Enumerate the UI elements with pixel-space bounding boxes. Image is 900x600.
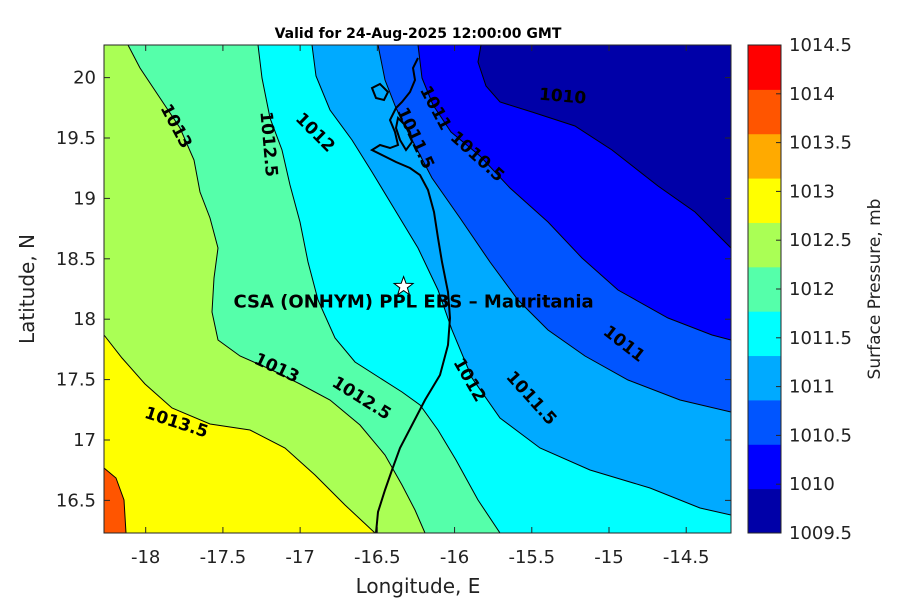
colorbar-swatch [748,89,781,135]
colorbar-swatch [748,266,781,312]
colorbar-swatch [748,355,781,401]
contour-line-1012.5 [127,45,426,533]
colorbar-tick-label: 1012 [789,279,835,300]
y-tick-label: 19 [73,188,96,209]
contour-line-1013.5 [104,467,127,533]
contour-line-1010.5 [417,45,731,341]
x-tick-label: -15 [594,547,623,568]
x-tick-label: -15.5 [508,547,555,568]
colorbar-tick-label: 1014.5 [789,35,852,56]
coastline-border [369,57,452,533]
colorbar-swatch [748,488,781,534]
y-tick-label: 20 [73,68,96,89]
contour-line-1012 [257,45,501,533]
y-axis-label: Latitude, N [15,234,39,344]
colorbar-tick-label: 1011.5 [789,328,852,349]
colorbar-tick-label: 1009.5 [789,523,852,544]
x-tick-label: -16 [440,547,469,568]
coastline [369,57,452,533]
x-tick-label: -17.5 [200,547,247,568]
colorbar-tick-label: 1011 [789,377,835,398]
y-tick-label: 17.5 [56,370,96,391]
y-tick-label: 19.5 [56,128,96,149]
figure-title: Valid for 24-Aug-2025 12:00:00 GMT [275,26,562,42]
y-tick-label: 18 [73,309,96,330]
x-tick-label: -17 [285,547,314,568]
y-tick-label: 17 [73,430,96,451]
x-axis-ticks: -18 -17.5 -17 -16.5 -16 -15.5 -15 -14.5 [131,45,710,568]
colorbar-tick-label: 1014 [789,84,835,105]
colorbar-swatch [748,222,781,268]
band-1012.5-1013 [104,45,425,533]
coastline-inlet [370,82,390,102]
x-axis-label: Longitude, E [356,574,481,598]
colorbar-tick-label: 1013 [789,181,835,202]
colorbar-swatch [748,311,781,357]
y-tick-label: 16.5 [56,490,96,511]
plot-frame [103,44,732,534]
pressure-contour-fills [104,45,731,533]
colorbar-tick-label: 1010 [789,474,835,495]
colorbar-swatch [748,133,781,179]
contour-line-1011.5 [311,45,731,516]
x-tick-label: -18 [131,547,160,568]
x-tick-label: -16.5 [354,547,401,568]
colorbar-swatch [748,178,781,223]
colorbar-swatch [748,444,781,490]
contour-line-1013 [104,334,376,533]
colorbar-swatch [748,399,781,445]
site-star-marker [392,275,415,296]
colorbar-label: Surface Pressure, mb [865,199,885,380]
band-1013-1013.5 [104,335,375,533]
band-1014-1014.5 [104,468,126,533]
colorbar: 1009.5 1010 1010.5 1011 1011.5 1012 1012.5 1013… [747,35,852,544]
colorbar-tick-label: 1013.5 [789,133,852,154]
y-tick-label: 18.5 [56,249,96,270]
site-label: CSA (ONHYM) PPL EBS – Mauritania [233,292,593,313]
y-axis-ticks: 16.5 17 17.5 18 18.5 19 19.5 20 [56,68,731,511]
contour-line-1010 [477,45,731,249]
colorbar-tick-label: 1010.5 [789,425,852,446]
x-tick-label: -14.5 [663,547,710,568]
coastline-islands [394,115,414,152]
colorbar-tick-label: 1012.5 [789,230,852,251]
colorbar-swatch [748,45,781,90]
contour-label: 1010 [538,85,587,109]
